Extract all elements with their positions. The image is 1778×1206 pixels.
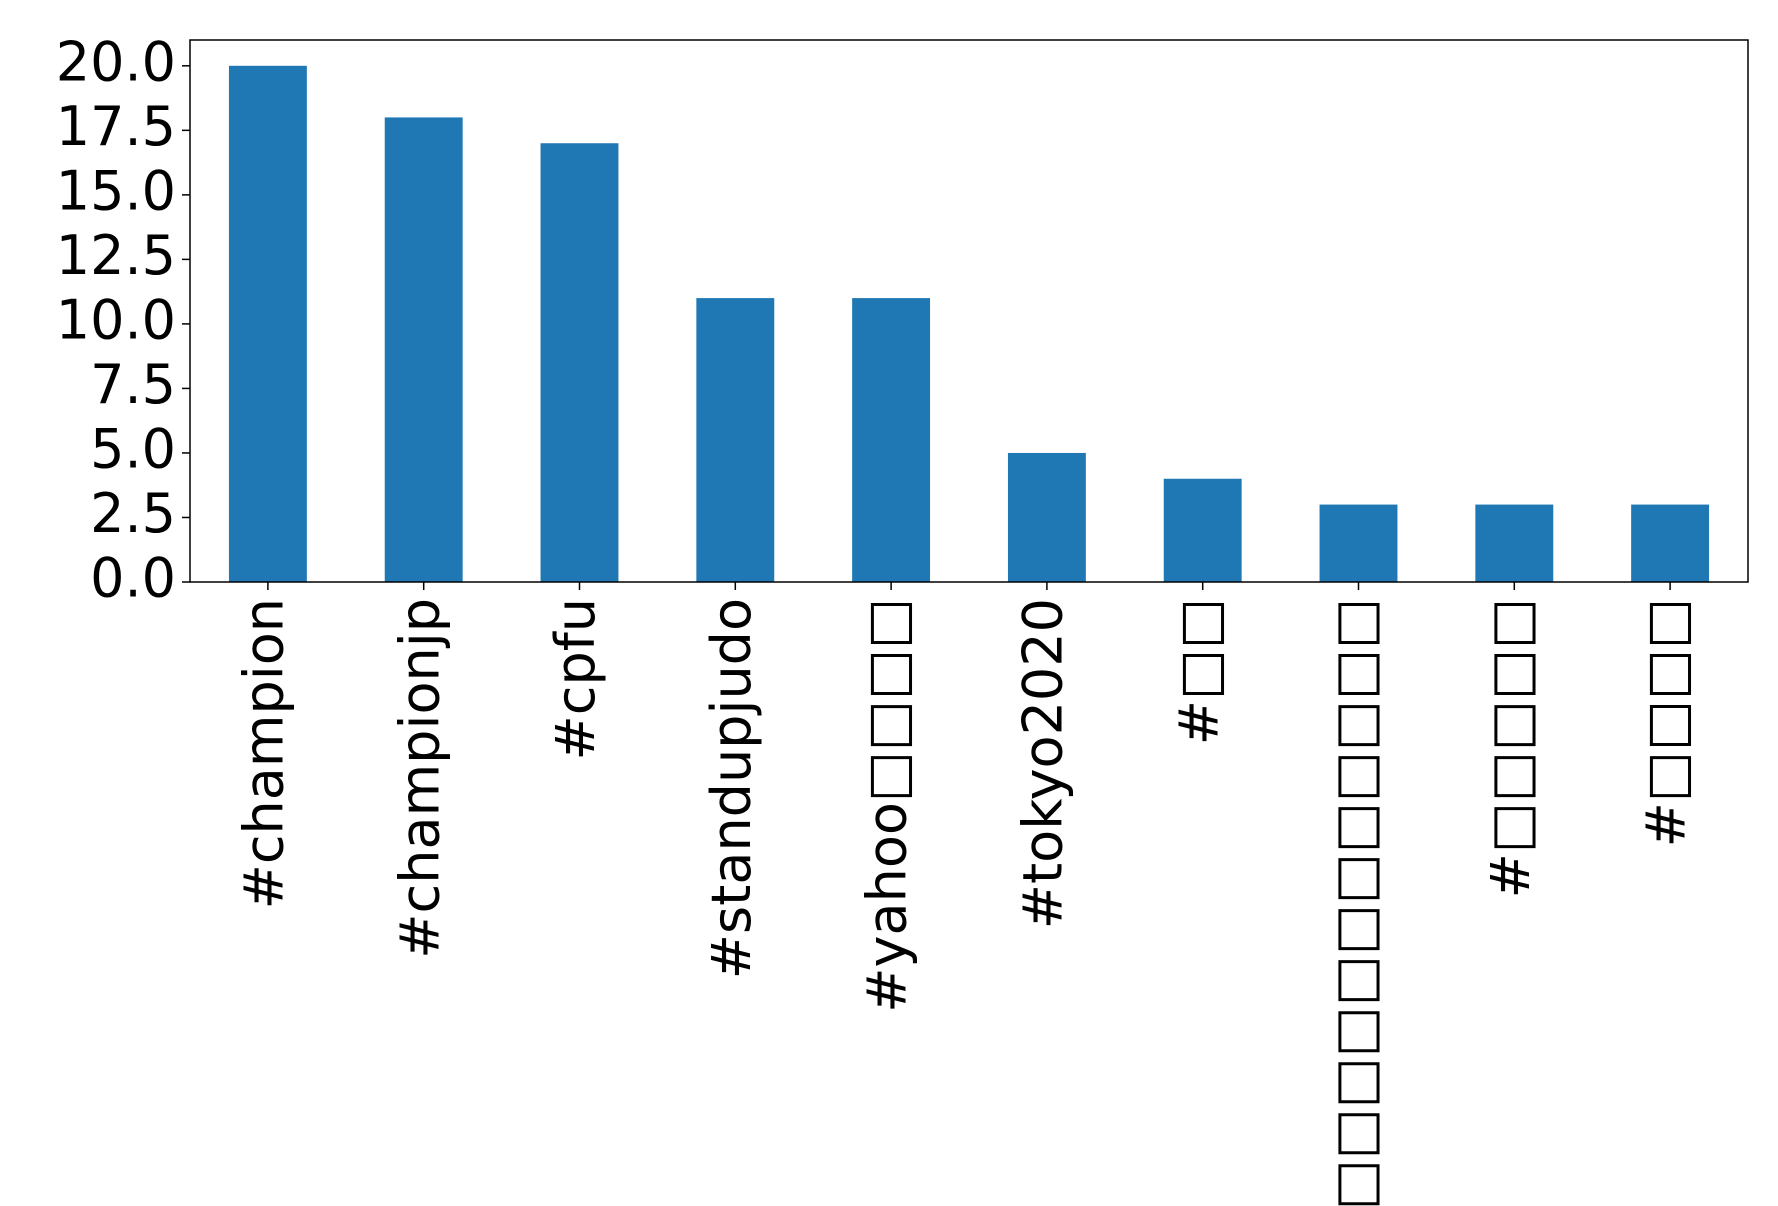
y-tick-label: 12.5 bbox=[56, 224, 176, 287]
bar bbox=[1631, 504, 1710, 582]
y-tick-label: 20.0 bbox=[56, 30, 176, 93]
y-tick-label: 17.5 bbox=[56, 95, 176, 158]
plot-frame bbox=[189, 39, 1749, 583]
y-tick-label: 0.0 bbox=[90, 547, 176, 610]
x-tick-label: #champion bbox=[233, 598, 296, 909]
bar bbox=[1319, 504, 1398, 582]
y-tick-label: 10.0 bbox=[56, 289, 176, 352]
y-tick-label: 2.5 bbox=[90, 482, 176, 545]
bar bbox=[1163, 478, 1242, 582]
bar bbox=[852, 298, 931, 582]
x-tick-label: #□□□□ bbox=[1635, 598, 1698, 847]
x-tick-label: #championjp bbox=[388, 598, 451, 959]
bar bbox=[540, 143, 619, 582]
x-tick-label: #□□ bbox=[1167, 598, 1230, 745]
y-tick-label: 7.5 bbox=[90, 353, 176, 416]
bar bbox=[696, 298, 775, 582]
x-tick-label: #□□□□□ bbox=[1479, 598, 1542, 898]
x-tick-label: #□□□□□□□□□□□□ bbox=[1323, 598, 1386, 1206]
x-tick-label: #yahoo□□□□ bbox=[856, 598, 919, 1013]
bar bbox=[384, 117, 463, 582]
bar bbox=[228, 65, 307, 583]
y-tick-label: 5.0 bbox=[90, 418, 176, 481]
y-tick-label: 15.0 bbox=[56, 159, 176, 222]
bar bbox=[1007, 452, 1086, 582]
x-tick-label: #tokyo2020 bbox=[1012, 598, 1075, 929]
bar bbox=[1475, 504, 1554, 582]
x-tick-label: #cpfu bbox=[544, 598, 607, 760]
x-tick-label: #standupjudo bbox=[700, 598, 763, 979]
